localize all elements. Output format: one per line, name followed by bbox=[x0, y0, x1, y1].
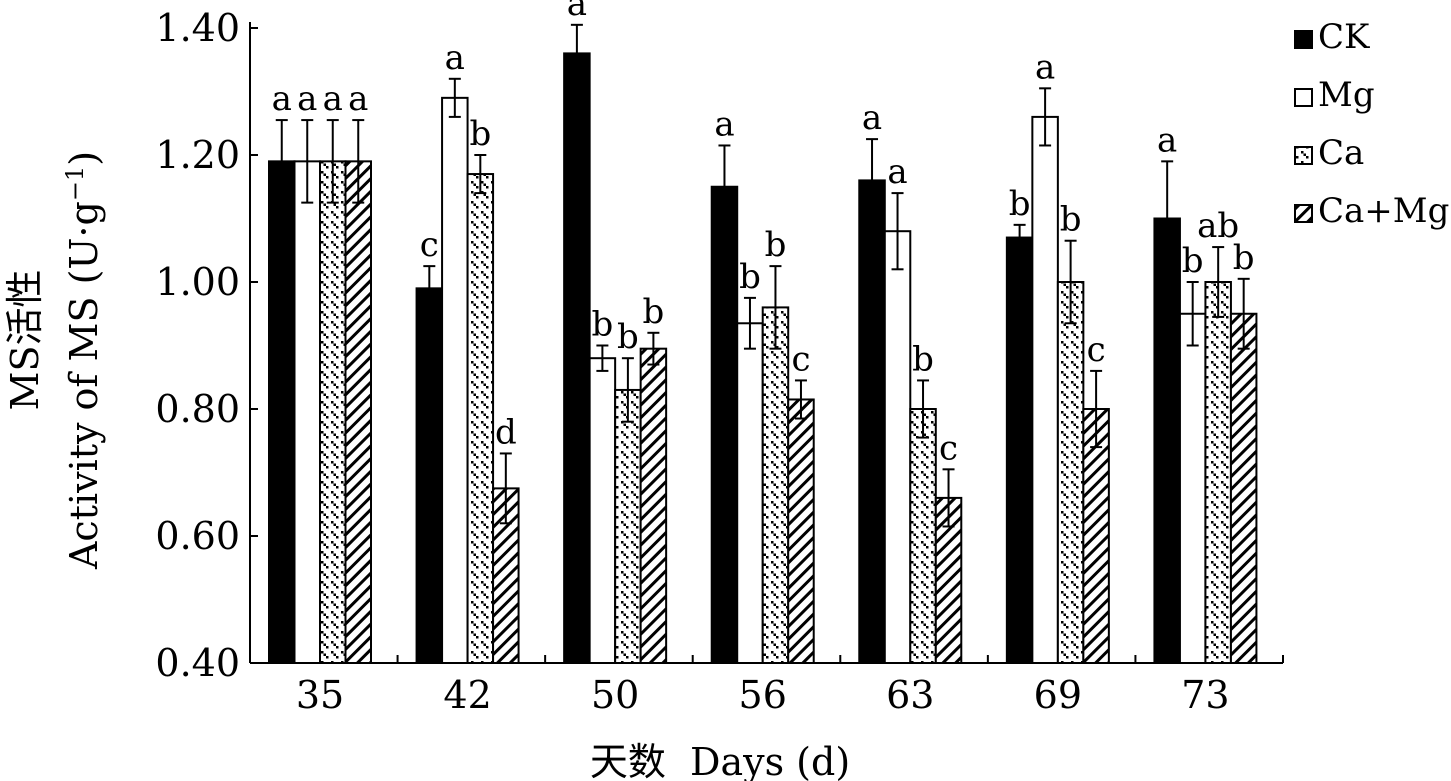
bar-ck-56 bbox=[710, 185, 739, 664]
y-ticks: 0.40 0.60 0.80 1.00 1.20 1.40 bbox=[155, 6, 258, 685]
bar-mg-35 bbox=[293, 160, 321, 664]
bar-ca-69 bbox=[1056, 281, 1085, 664]
significance-label: b bbox=[617, 317, 639, 357]
legend-label: Mg bbox=[1318, 75, 1375, 115]
significance-label: a bbox=[567, 0, 587, 24]
legend-swatch bbox=[1294, 204, 1313, 223]
x-tick-label: 69 bbox=[1034, 673, 1082, 717]
significance-label: c bbox=[1087, 330, 1106, 370]
bars bbox=[268, 52, 1258, 665]
significance-label: ab bbox=[1197, 206, 1239, 246]
significance-label: a bbox=[862, 98, 882, 138]
significance-label: c bbox=[420, 225, 439, 265]
bar-mg-63 bbox=[883, 230, 912, 664]
y-axis-title-en-main: Activity of MS (U·g bbox=[62, 201, 106, 570]
y-axis-title-en-group: Activity of MS (U·g−1) bbox=[61, 151, 106, 570]
y-axis-title: MS活性 bbox=[3, 270, 47, 411]
bar-ck-63 bbox=[858, 179, 886, 664]
bar-ca-63 bbox=[909, 408, 937, 664]
bar-mg-56 bbox=[736, 322, 764, 664]
y-tick-label: 0.60 bbox=[155, 514, 240, 558]
error-bars bbox=[275, 23, 1250, 528]
y-tick-label: 0.80 bbox=[155, 387, 240, 431]
y-tick-label: 1.00 bbox=[155, 260, 240, 304]
significance-label: b bbox=[912, 339, 934, 379]
legend: CK Mg Ca Ca+Mg bbox=[1294, 17, 1449, 231]
bar-mg-73 bbox=[1178, 312, 1207, 664]
y-tick-label: 0.40 bbox=[155, 641, 240, 685]
x-tick-label: 56 bbox=[739, 673, 787, 717]
y-tick-label: 1.40 bbox=[155, 6, 240, 50]
bar-ck-50 bbox=[563, 52, 591, 664]
bar-ck-42 bbox=[415, 287, 444, 664]
significance-label: b bbox=[765, 225, 787, 265]
y-axis-title-en: Activity of MS (U·g−1) bbox=[61, 151, 106, 570]
bar-mg-69 bbox=[1031, 115, 1059, 664]
bar-ck-35 bbox=[268, 160, 296, 664]
bar-ca-mg-50 bbox=[639, 347, 668, 664]
bar-ca-50 bbox=[614, 388, 642, 664]
significance-label: a bbox=[887, 152, 907, 192]
significance-label: c bbox=[791, 339, 810, 379]
y-axis-title-en-sup: −1 bbox=[61, 166, 89, 201]
significance-label: a bbox=[272, 79, 292, 119]
x-tick-label: 63 bbox=[886, 673, 934, 717]
x-tick-label: 42 bbox=[443, 673, 491, 717]
bar-mg-50 bbox=[588, 357, 617, 664]
x-tick-label: 73 bbox=[1181, 673, 1229, 717]
significance-label: b bbox=[1060, 200, 1082, 240]
bar-ca-mg-69 bbox=[1082, 408, 1110, 664]
significance-label: b bbox=[1182, 241, 1204, 281]
legend-swatch bbox=[1294, 30, 1313, 49]
significance-label: a bbox=[1157, 120, 1177, 160]
legend-swatch bbox=[1294, 146, 1313, 165]
significance-label: a bbox=[445, 38, 465, 78]
significance-label: c bbox=[939, 428, 958, 468]
bar-ca-73 bbox=[1204, 281, 1232, 664]
significance-label: a bbox=[297, 79, 317, 119]
x-tick-label: 50 bbox=[591, 673, 639, 717]
bar-ca-mg-35 bbox=[344, 160, 372, 664]
significance-label: b bbox=[739, 257, 761, 297]
significance-label: b bbox=[592, 305, 614, 345]
significance-label: b bbox=[643, 292, 665, 332]
legend-label: CK bbox=[1318, 17, 1370, 57]
legend-swatch bbox=[1294, 88, 1313, 107]
x-ticks: 35 42 50 56 63 69 73 bbox=[296, 655, 1230, 717]
significance-label: b bbox=[469, 114, 491, 154]
bar-ck-69 bbox=[1005, 236, 1034, 665]
bar-ca-56 bbox=[761, 306, 790, 664]
significance-label: d bbox=[495, 412, 517, 452]
significance-label: a bbox=[714, 104, 734, 144]
x-tick-label: 35 bbox=[296, 673, 344, 717]
legend-label: Ca+Mg bbox=[1318, 191, 1449, 231]
y-tick-label: 1.20 bbox=[155, 133, 240, 177]
bar-ca-mg-73 bbox=[1229, 312, 1258, 664]
bar-ca-42 bbox=[466, 173, 495, 665]
x-axis-title: 天数 Days (d) bbox=[590, 740, 850, 781]
bar-ck-73 bbox=[1153, 217, 1181, 664]
legend-label: Ca bbox=[1318, 133, 1364, 173]
significance-label: a bbox=[323, 79, 343, 119]
significance-label: b bbox=[1233, 238, 1255, 278]
significance-label: a bbox=[1035, 47, 1055, 87]
significance-label: b bbox=[1009, 184, 1031, 224]
bar-mg-42 bbox=[441, 96, 469, 665]
significance-label: a bbox=[348, 79, 368, 119]
y-axis-title-cn: MS活性 bbox=[3, 270, 47, 411]
bar-ca-mg-56 bbox=[787, 398, 815, 664]
y-axis-title-en-close: ) bbox=[62, 151, 106, 166]
bar-ca-35 bbox=[319, 160, 347, 664]
